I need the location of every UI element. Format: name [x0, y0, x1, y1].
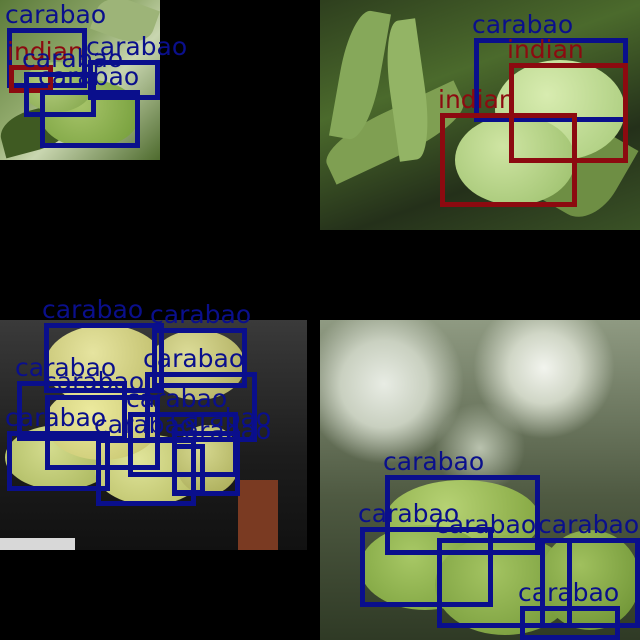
carabao-label: carabao	[150, 300, 252, 329]
carabao-bounding-box	[437, 538, 572, 628]
carabao-label: carabao	[383, 447, 485, 476]
carabao-label: carabao	[170, 416, 272, 445]
carabao-bounding-box	[385, 475, 540, 555]
carabao-bounding-box	[7, 28, 87, 88]
mango-fruit	[150, 330, 245, 400]
carabao-bounding-box	[540, 538, 640, 628]
carabao-bounding-box	[17, 381, 127, 441]
carabao-bounding-box	[520, 606, 620, 640]
carabao-bounding-box	[44, 323, 164, 393]
carabao-bounding-box	[172, 444, 205, 495]
carabao-label: carabao	[42, 295, 144, 324]
mango-fruit	[175, 425, 240, 495]
carabao-label: carabao	[538, 510, 640, 539]
carabao-bounding-box	[145, 372, 257, 442]
carabao-bounding-box	[152, 328, 247, 388]
white-object	[0, 538, 75, 550]
carabao-bounding-box	[40, 90, 140, 148]
indian-bounding-box	[9, 65, 53, 93]
carabao-label: carabao	[86, 32, 188, 61]
carabao-label: carabao	[143, 344, 245, 373]
indian-bounding-box	[440, 113, 577, 207]
carabao-label: carabao	[38, 62, 140, 91]
carabao-label: carabao	[5, 0, 107, 29]
carabao-label: carabao	[15, 353, 117, 382]
indian-label: indian	[507, 35, 584, 64]
image-tile-bottom-right	[320, 320, 640, 640]
carabao-bounding-box	[7, 431, 110, 491]
carabao-label: carabao	[126, 384, 228, 413]
carabao-label: carabao	[170, 403, 272, 432]
carabao-bounding-box	[88, 60, 160, 100]
mango-fruit	[540, 530, 640, 630]
wooden-edge	[238, 480, 278, 550]
carabao-label: carabao	[5, 403, 107, 432]
indian-label: indian	[7, 37, 84, 66]
carabao-label: carabao	[435, 510, 537, 539]
carabao-label: carabao	[518, 578, 620, 607]
carabao-label: carabao	[358, 499, 460, 528]
carabao-label: carabao	[472, 10, 574, 39]
indian-label: indian	[438, 85, 515, 114]
carabao-label: carabao	[43, 367, 145, 396]
carabao-bounding-box	[360, 527, 493, 607]
carabao-bounding-box	[96, 438, 196, 506]
carabao-label: carabao	[22, 44, 124, 73]
